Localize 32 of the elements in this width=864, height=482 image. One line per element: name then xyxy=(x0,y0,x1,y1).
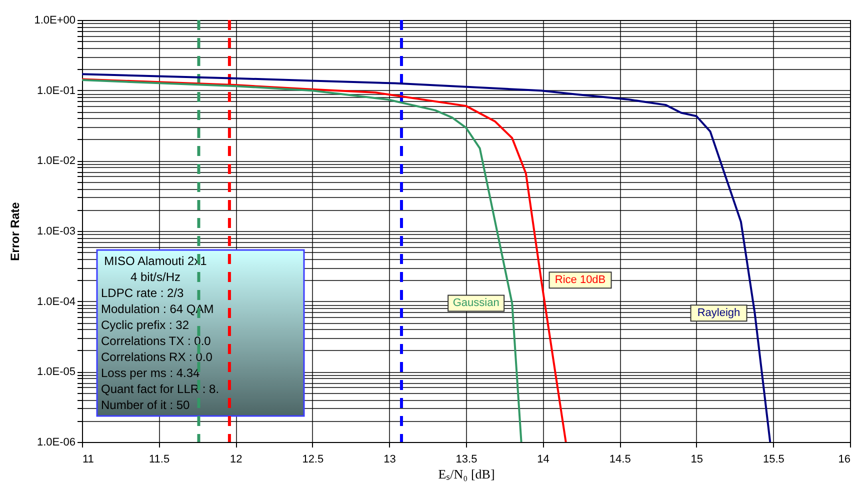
x-tick-label: 14.5 xyxy=(609,454,631,466)
annotation: Cyclic prefix : 32 xyxy=(101,318,190,332)
y-tick-label: 1.0E-02 xyxy=(36,155,76,168)
x-tick-label: 12 xyxy=(230,454,242,466)
x-axis-title: Eₛ/N₀ [dB] xyxy=(438,466,495,482)
series-label: Rayleigh xyxy=(697,307,740,320)
y-axis-title: Error Rate xyxy=(8,202,22,261)
annotation: LDPC rate : 2/3 xyxy=(101,286,184,300)
x-tick-label: 16 xyxy=(838,454,850,466)
series-label: Gaussian xyxy=(452,297,500,310)
y-tick-label: 1.0E-03 xyxy=(36,226,76,238)
annotation: Modulation : 64 QAM xyxy=(101,302,214,316)
x-tick-label: 14 xyxy=(537,454,550,466)
y-tick-label: 1.0E-05 xyxy=(36,366,76,378)
x-tick-label: 13.5 xyxy=(456,454,478,466)
annotation: Quant fact for LLR : 8. xyxy=(101,382,220,396)
annotation: Loss per ms : 4.34 xyxy=(101,366,200,380)
series-label: Rice 10dB xyxy=(554,274,606,286)
annotation: Correlations TX : 0.0 xyxy=(101,334,212,348)
line-series xyxy=(81,73,772,443)
annotation: Number of it : 50 xyxy=(101,398,190,412)
y-tick-label: 1.0E-04 xyxy=(36,296,76,308)
y-tick-label: 1.0E-06 xyxy=(36,436,76,448)
y-tick-label: 1.0E+00 xyxy=(34,14,76,26)
x-tick-label: 12.5 xyxy=(302,454,324,466)
x-tick-label: 11.5 xyxy=(149,454,170,466)
x-tick-label: 15 xyxy=(690,454,704,466)
x-tick-label: 15.5 xyxy=(762,454,784,466)
x-tick-label: 11 xyxy=(82,454,94,466)
annotation: 4 bit/s/Hz xyxy=(130,270,181,284)
x-tick-label: 13 xyxy=(384,454,396,466)
y-tick-label: 1.0E-01 xyxy=(36,84,76,97)
